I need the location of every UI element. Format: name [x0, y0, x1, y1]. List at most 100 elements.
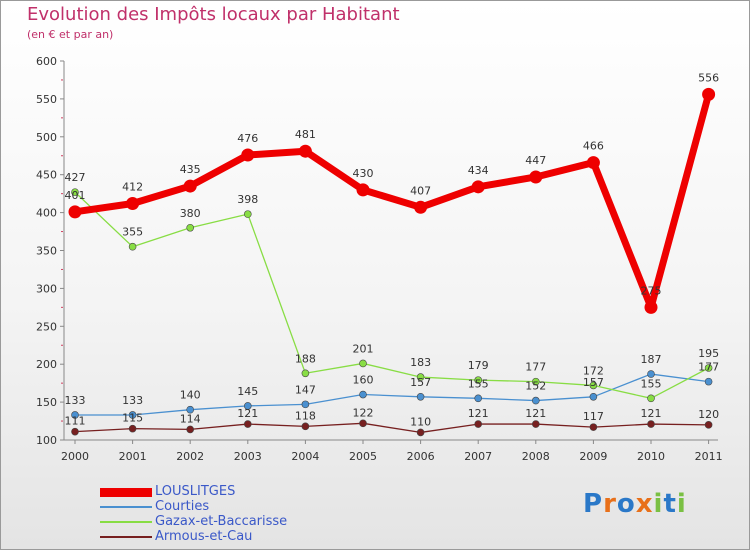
logo-letter: o [616, 489, 636, 519]
data-label: 111 [65, 415, 86, 428]
data-point [531, 396, 540, 405]
y-tick-label: 550 [36, 93, 57, 106]
data-point [183, 179, 197, 193]
data-label: 434 [468, 164, 489, 177]
legend-label: Courties [155, 499, 210, 514]
data-point [301, 400, 310, 409]
data-point [71, 427, 79, 436]
data-label: 157 [410, 376, 431, 389]
data-label: 155 [641, 377, 662, 390]
data-label: 177 [525, 361, 546, 374]
data-label: 466 [583, 140, 604, 153]
data-label: 145 [237, 385, 258, 398]
data-label: 201 [353, 342, 374, 355]
y-tick-label: 200 [36, 358, 57, 371]
x-tick-label: 2008 [522, 450, 550, 463]
y-tick-label: 450 [36, 169, 57, 182]
logo-letter: P [583, 489, 604, 519]
data-point [128, 411, 137, 419]
data-point [128, 424, 137, 433]
data-point [416, 373, 425, 381]
y-tick-label: 600 [36, 55, 57, 68]
data-label: 407 [410, 184, 431, 197]
data-point [244, 420, 252, 428]
data-point [71, 188, 79, 196]
data-label: 121 [237, 407, 258, 420]
data-label: 476 [237, 132, 258, 145]
chart-subtitle: (en € et par an) [27, 28, 114, 41]
data-label: 120 [698, 408, 719, 421]
data-point [186, 405, 194, 414]
legend-label: LOUSLITGES [155, 484, 236, 499]
data-label: 412 [122, 181, 143, 194]
data-label: 155 [468, 377, 489, 390]
data-point [359, 390, 367, 399]
logo-letter: x [635, 489, 654, 519]
data-point [71, 411, 79, 419]
data-label: 401 [65, 189, 86, 202]
data-point [186, 425, 194, 434]
data-label: 133 [122, 394, 143, 407]
chart-title: Evolution des Impôts locaux par Habitant [27, 4, 400, 25]
data-point [474, 394, 483, 403]
proxiti-logo: Proxiti [583, 489, 687, 519]
data-point [416, 428, 425, 437]
data-label: 122 [353, 406, 374, 419]
series-line-LOUSLITGES [71, 90, 713, 311]
data-point [301, 422, 310, 431]
data-label: 187 [641, 353, 662, 366]
data-label: 195 [698, 347, 719, 360]
data-point [586, 156, 600, 170]
data-label: 398 [237, 193, 258, 206]
data-point [702, 87, 716, 101]
legend-swatch [100, 536, 152, 538]
y-tick-label: 350 [36, 245, 57, 258]
data-point [589, 392, 598, 401]
data-point [471, 180, 485, 194]
data-label: 133 [65, 394, 86, 407]
data-label: 110 [410, 415, 431, 428]
data-label: 160 [353, 374, 374, 387]
data-point [531, 420, 540, 428]
data-point [589, 423, 598, 431]
data-label: 380 [180, 207, 201, 220]
data-label: 157 [583, 376, 604, 389]
data-label: 430 [353, 167, 374, 180]
legend-label: Gazax-et-Baccarisse [155, 514, 288, 529]
legend-swatch [100, 488, 152, 497]
data-point [704, 377, 713, 386]
y-tick-label: 300 [36, 282, 57, 295]
data-label: 275 [641, 284, 662, 297]
y-tick-label: 500 [36, 131, 57, 144]
x-tick-label: 2009 [579, 450, 607, 463]
data-point [68, 205, 82, 219]
data-label: 481 [295, 128, 316, 141]
data-point [244, 210, 252, 218]
x-tick-label: 2004 [291, 450, 319, 463]
data-label: 447 [525, 154, 546, 167]
data-label: 140 [180, 389, 201, 402]
logo-letter: t [663, 489, 677, 519]
data-label: 188 [295, 352, 316, 365]
data-label: 118 [295, 409, 316, 422]
data-label: 172 [583, 364, 604, 377]
data-label: 556 [698, 71, 719, 84]
data-point [186, 223, 194, 232]
logo-letter: i [653, 489, 664, 519]
x-tick-label: 2001 [119, 450, 147, 463]
legend-swatch [100, 521, 152, 523]
y-tick-label: 150 [36, 396, 57, 409]
data-label: 114 [180, 412, 201, 425]
data-label: 179 [468, 359, 489, 372]
data-point [126, 197, 140, 211]
data-point [644, 300, 658, 314]
data-label: 117 [583, 410, 604, 423]
x-tick-label: 2010 [637, 450, 665, 463]
data-point [359, 359, 367, 368]
data-label: 355 [122, 226, 143, 239]
data-point [414, 200, 428, 214]
data-label: 121 [641, 407, 662, 420]
data-label: 152 [525, 380, 546, 393]
data-point [298, 144, 312, 158]
